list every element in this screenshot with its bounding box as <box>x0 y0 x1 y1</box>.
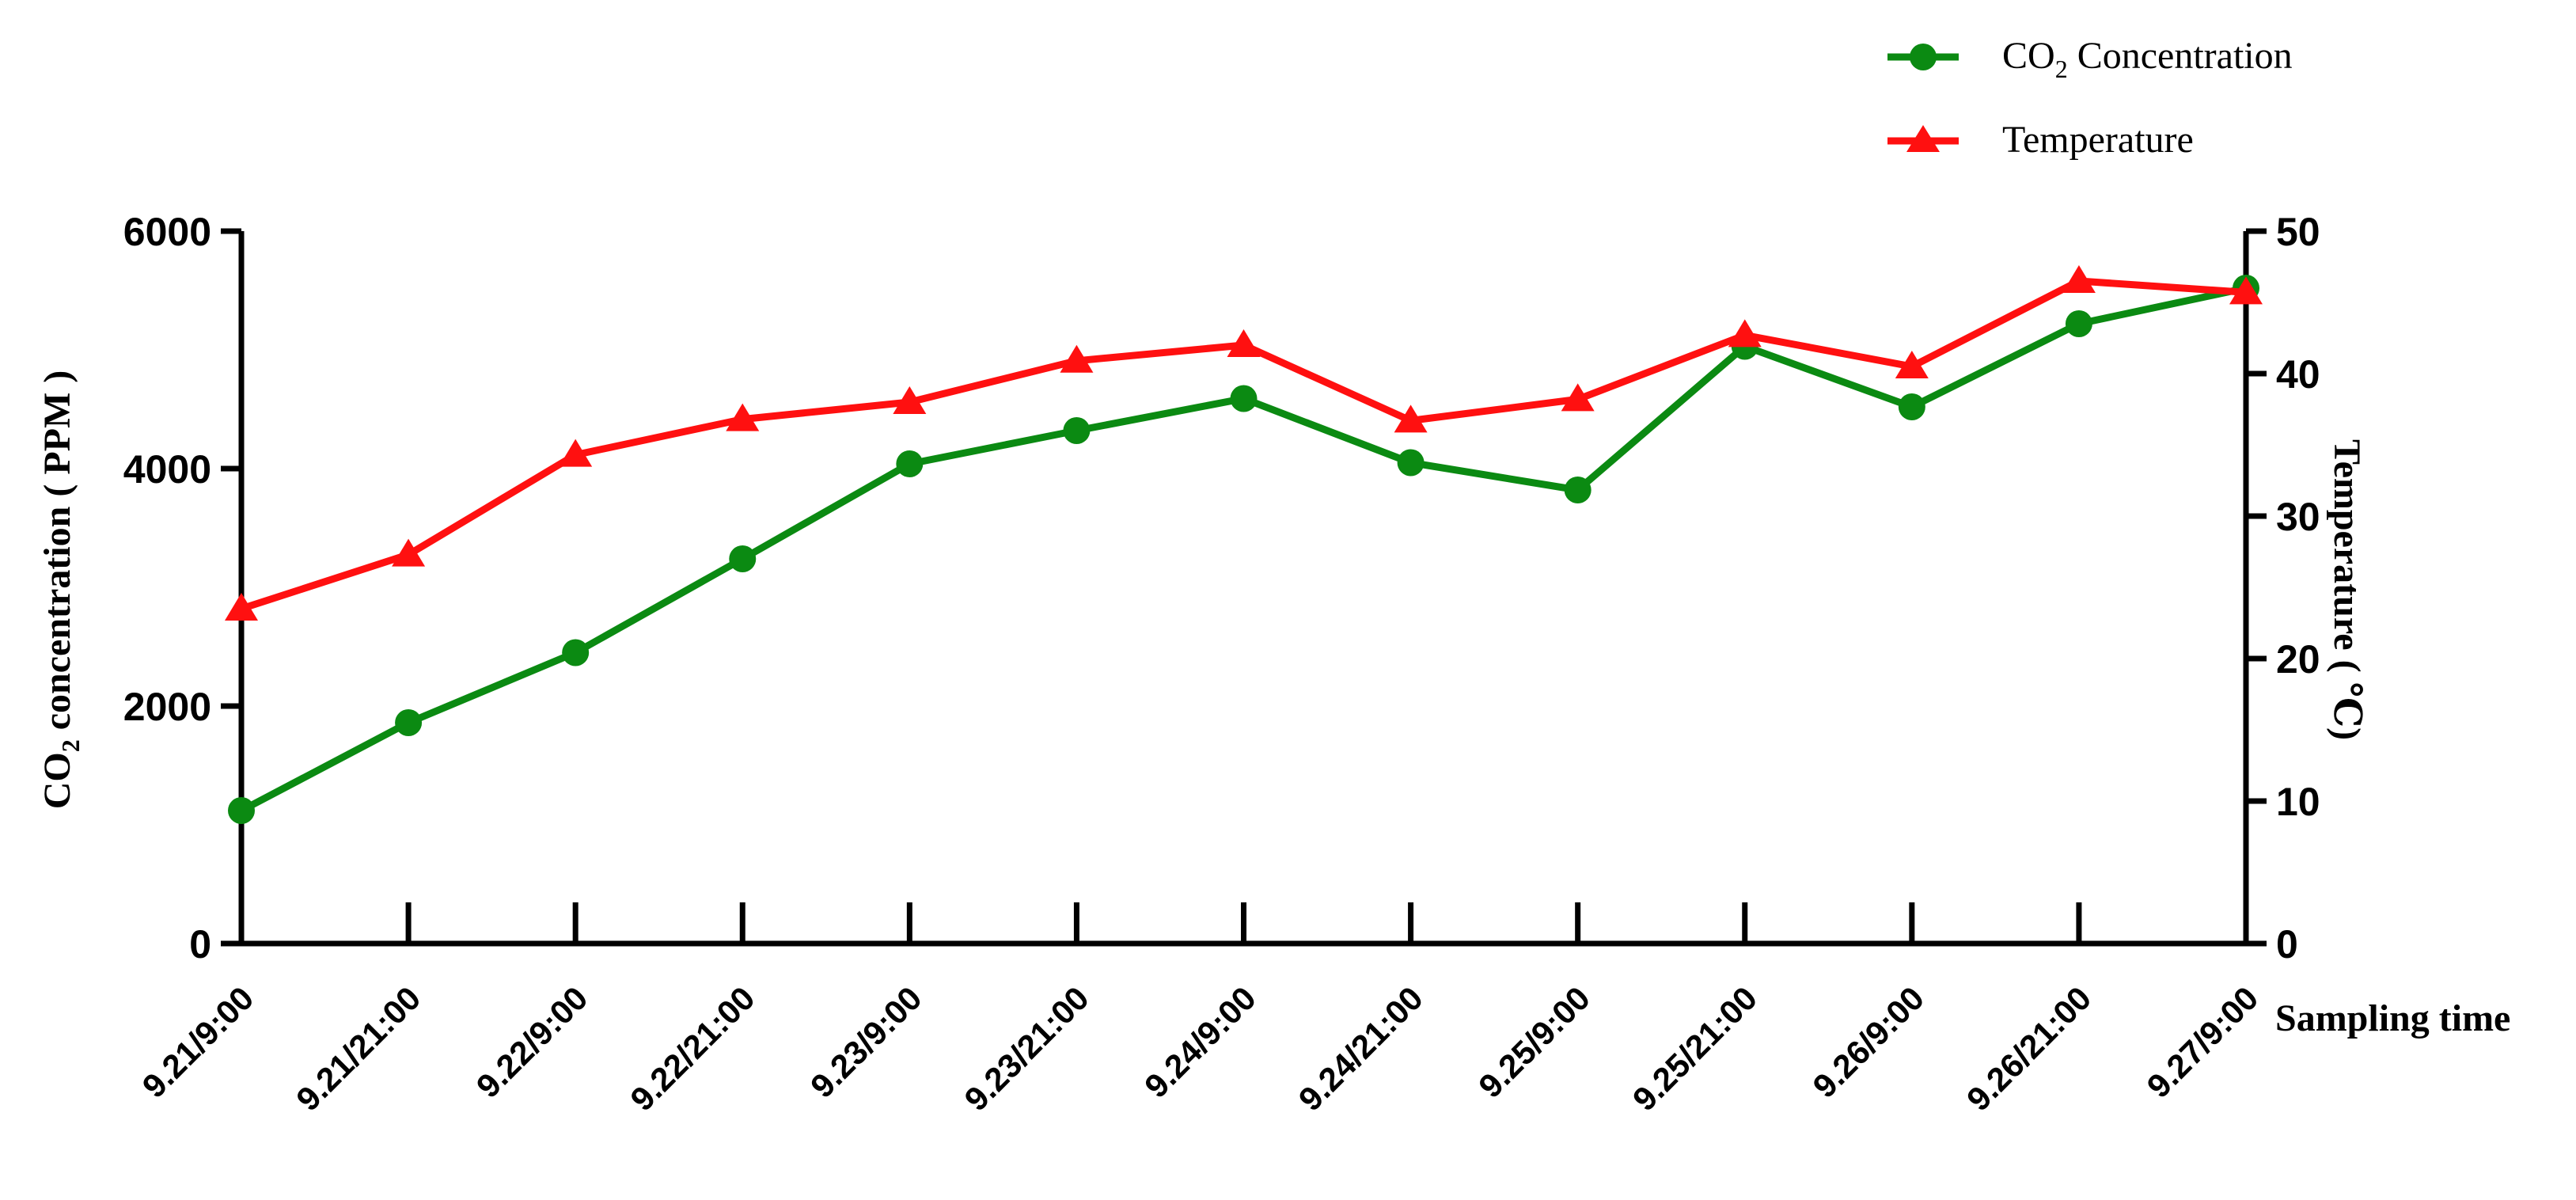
x-tick-label: 9.27/9:00 <box>2140 979 2266 1105</box>
x-axis-title: Sampling time <box>2275 997 2510 1039</box>
data-point <box>1895 351 1929 378</box>
legend-temperature-marker <box>1906 125 1940 152</box>
data-point <box>729 545 757 572</box>
y-left-tick-label: 6000 <box>123 210 211 254</box>
data-point <box>2062 265 2096 293</box>
x-tick-label: 9.25/9:00 <box>1471 979 1597 1105</box>
data-point <box>1397 449 1425 477</box>
data-point <box>1063 417 1091 444</box>
data-point <box>228 797 255 824</box>
x-tick-label: 9.25/21:00 <box>1626 979 1764 1118</box>
data-point <box>2065 310 2092 337</box>
x-tick-label: 9.22/9:00 <box>469 979 595 1105</box>
data-point <box>392 538 426 567</box>
data-point <box>562 639 590 666</box>
y-left-tick-label: 2000 <box>123 685 211 729</box>
data-point <box>1060 344 1094 373</box>
data-point <box>1898 393 1925 420</box>
y-left-tick-label: 0 <box>189 922 211 966</box>
y-right-tick-label: 50 <box>2276 210 2320 254</box>
x-tick-label: 9.24/21:00 <box>1292 979 1430 1118</box>
x-tick-label: 9.22/21:00 <box>623 979 761 1118</box>
legend-item-temperature: Temperature <box>1887 119 2194 161</box>
legend-co2-marker <box>1910 44 1937 70</box>
y-right-tick-label: 10 <box>2276 780 2320 824</box>
x-tick-label: 9.26/21:00 <box>1960 979 2098 1118</box>
legend-item-co2: CO2 Concentration <box>1887 35 2293 83</box>
data-point <box>225 593 258 621</box>
data-point <box>1728 319 1762 347</box>
y-axis-right-title: Temperature ( ℃) <box>2326 439 2368 740</box>
series-layer <box>225 265 2263 824</box>
x-tick-label: 9.21/9:00 <box>135 979 261 1105</box>
series-temperature <box>225 265 2263 621</box>
y-right-tick-label: 40 <box>2276 352 2320 397</box>
y-right-tick-label: 30 <box>2276 495 2320 539</box>
data-point <box>893 386 927 414</box>
legend-temperature-label: Temperature <box>2002 119 2194 161</box>
x-tick-label: 9.23/9:00 <box>803 979 929 1105</box>
data-point <box>559 439 593 467</box>
x-tick-label: 9.21/21:00 <box>289 979 427 1118</box>
y-right-tick-label: 0 <box>2276 922 2298 966</box>
data-point <box>1564 477 1592 503</box>
data-point <box>2229 276 2263 305</box>
data-point <box>896 450 924 477</box>
data-point <box>1227 329 1261 357</box>
series-line <box>239 284 2247 814</box>
y-right-tick-label: 20 <box>2276 637 2320 682</box>
legend: CO2 Concentration Temperature <box>1887 35 2293 161</box>
y-axis-left-title: CO2 concentration ( PPM ) <box>36 370 85 810</box>
x-tick-label: 9.26/9:00 <box>1805 979 1931 1105</box>
data-point <box>395 709 423 736</box>
data-point <box>1230 385 1258 412</box>
series-co2 <box>228 275 2259 824</box>
y-left-tick-label: 4000 <box>123 447 211 492</box>
x-tick-label: 9.24/9:00 <box>1137 979 1263 1105</box>
data-point <box>1394 404 1428 433</box>
data-point <box>1561 383 1595 412</box>
x-tick-label: 9.23/21:00 <box>958 979 1096 1118</box>
data-point <box>726 403 760 431</box>
legend-co2-label: CO2 Concentration <box>2002 35 2293 83</box>
